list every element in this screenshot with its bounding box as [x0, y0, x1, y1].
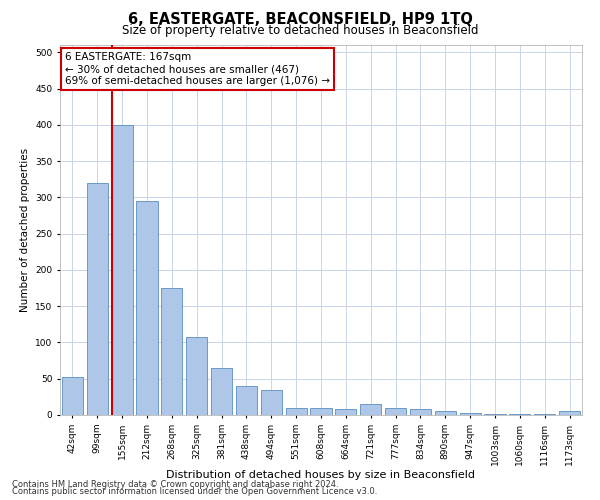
- Text: 6, EASTERGATE, BEACONSFIELD, HP9 1TQ: 6, EASTERGATE, BEACONSFIELD, HP9 1TQ: [128, 12, 472, 28]
- Bar: [161, 288, 182, 415]
- Text: 6 EASTERGATE: 167sqm
← 30% of detached houses are smaller (467)
69% of semi-deta: 6 EASTERGATE: 167sqm ← 30% of detached h…: [65, 52, 330, 86]
- Bar: [484, 414, 506, 415]
- Bar: [236, 386, 257, 415]
- Y-axis label: Number of detached properties: Number of detached properties: [20, 148, 29, 312]
- Bar: [559, 412, 580, 415]
- Text: Contains HM Land Registry data © Crown copyright and database right 2024.: Contains HM Land Registry data © Crown c…: [12, 480, 338, 489]
- Bar: [335, 409, 356, 415]
- Bar: [385, 408, 406, 415]
- X-axis label: Distribution of detached houses by size in Beaconsfield: Distribution of detached houses by size …: [167, 470, 476, 480]
- Bar: [460, 413, 481, 415]
- Bar: [87, 183, 108, 415]
- Bar: [435, 410, 456, 415]
- Bar: [186, 338, 207, 415]
- Bar: [360, 404, 381, 415]
- Bar: [286, 408, 307, 415]
- Bar: [112, 125, 133, 415]
- Bar: [261, 390, 282, 415]
- Bar: [509, 414, 530, 415]
- Bar: [410, 409, 431, 415]
- Bar: [211, 368, 232, 415]
- Bar: [534, 414, 555, 415]
- Bar: [310, 408, 332, 415]
- Bar: [136, 201, 158, 415]
- Bar: [62, 378, 83, 415]
- Text: Contains public sector information licensed under the Open Government Licence v3: Contains public sector information licen…: [12, 487, 377, 496]
- Text: Size of property relative to detached houses in Beaconsfield: Size of property relative to detached ho…: [122, 24, 478, 37]
